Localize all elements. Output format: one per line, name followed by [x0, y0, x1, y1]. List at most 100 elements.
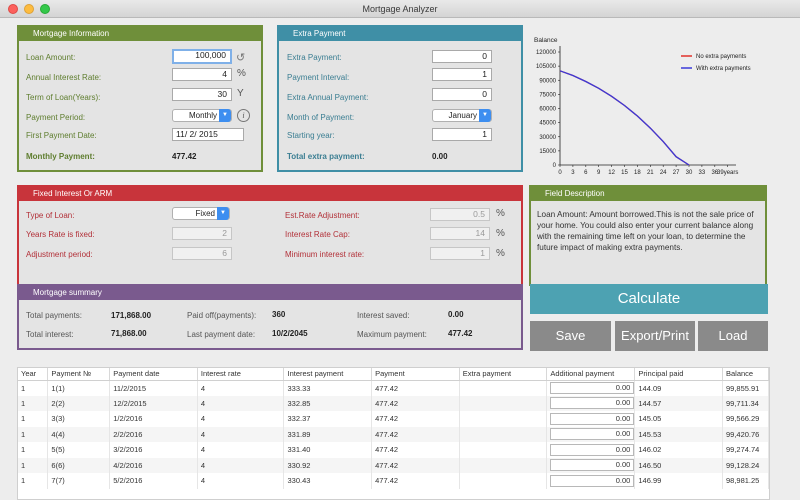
minimize-window-button[interactable]	[24, 4, 34, 14]
y-tick-label: 120000	[536, 50, 557, 56]
chevron-down-icon: ▼	[217, 207, 229, 220]
close-window-button[interactable]	[8, 4, 18, 14]
payment-interval-input[interactable]: 1	[432, 68, 492, 81]
table-cell: 0.00	[546, 395, 636, 411]
additional-payment-input[interactable]: 0.00	[550, 428, 635, 441]
term-label: Term of Loan(Years):	[26, 93, 101, 102]
table-cell: 144.09	[634, 380, 723, 396]
month-of-payment-select[interactable]: January ▼	[432, 109, 492, 122]
table-cell: 146.02	[634, 442, 723, 458]
interest-rate-cap-input[interactable]: 14	[430, 227, 490, 240]
interest-rate-input[interactable]: 4	[172, 68, 232, 81]
table-cell: 1	[18, 442, 49, 458]
additional-payment-input[interactable]: 0.00	[550, 382, 635, 394]
table-cell: 477.42	[371, 473, 460, 489]
x-tick-label: 12	[608, 170, 615, 176]
table-row[interactable]: 1 5(5) 3/2/2016 4 331.40 477.42 0.00 146.02 99,2…	[18, 442, 769, 458]
rate-percent-unit: %	[237, 68, 246, 79]
additional-payment-input[interactable]: 0.00	[550, 412, 635, 425]
interest-rate-label: Annual Interest Rate:	[26, 73, 102, 82]
table-cell: 146.99	[634, 473, 723, 489]
column-header[interactable]: Payment date	[109, 368, 198, 381]
starting-year-input[interactable]: 1	[432, 128, 492, 141]
term-input[interactable]: 30	[172, 88, 232, 101]
table-cell	[459, 442, 548, 458]
additional-payment-input[interactable]: 0.00	[550, 443, 635, 456]
table-cell: 333.33	[283, 380, 373, 396]
table-cell: 145.05	[634, 411, 723, 427]
minimum-interest-rate-input[interactable]: 1	[430, 247, 490, 260]
y-tick-label: 30000	[539, 135, 556, 141]
column-header[interactable]: Interest rate	[197, 368, 285, 381]
y-tick-label: 105000	[536, 64, 557, 70]
table-cell: 331.40	[283, 442, 373, 458]
interest-saved-label: Interest saved:	[357, 311, 410, 320]
column-header[interactable]: Principal paid	[634, 368, 723, 381]
column-header[interactable]: Additional payment	[546, 368, 636, 381]
column-header[interactable]: Balance	[722, 368, 769, 381]
table-row[interactable]: 1 1(1) 11/2/2015 4 333.33 477.42 0.00 144.09 99,…	[18, 380, 769, 396]
x-tick-label: 15	[621, 170, 628, 176]
table-cell: 12/2/2015	[109, 395, 198, 411]
table-cell: 11/2/2015	[109, 380, 198, 396]
mortgage-summary-panel: Mortgage summary	[17, 284, 523, 350]
table-cell: 477.42	[371, 411, 460, 427]
column-header[interactable]: Payment №	[47, 368, 111, 381]
maximize-window-button[interactable]	[40, 4, 50, 14]
table-row[interactable]: 1 2(2) 12/2/2015 4 332.85 477.42 0.00 144.57 99,…	[18, 395, 769, 411]
table-cell: 4	[197, 411, 285, 427]
additional-payment-input[interactable]: 0.00	[550, 474, 635, 487]
extra-payment-input[interactable]: 0	[432, 50, 492, 63]
column-header[interactable]: Payment	[371, 368, 460, 381]
table-cell: 1/2/2016	[109, 411, 198, 427]
chevron-down-icon: ▼	[219, 109, 231, 122]
info-icon[interactable]: i	[237, 109, 250, 122]
reset-icon[interactable]: ↺	[236, 52, 246, 64]
column-header[interactable]: Interest payment	[283, 368, 373, 381]
table-cell: 477.42	[371, 457, 460, 473]
table-row[interactable]: 1 3(3) 1/2/2016 4 332.37 477.42 0.00 145.05 99,5…	[18, 411, 769, 427]
additional-payment-input[interactable]: 0.00	[550, 397, 635, 410]
years-rate-fixed-input[interactable]: 2	[172, 227, 232, 240]
extra-annual-payment-input[interactable]: 0	[432, 88, 492, 101]
table-cell	[459, 473, 548, 489]
adjustment-period-input[interactable]: 6	[172, 247, 232, 260]
table-cell: 4	[197, 426, 285, 442]
loan-amount-input[interactable]: 100,000	[172, 49, 232, 64]
table-cell: 477.42	[371, 442, 460, 458]
first-payment-date-input[interactable]: 11/ 2/ 2015	[172, 128, 244, 141]
x-tick-label: 18	[634, 170, 641, 176]
est-rate-adjustment-label: Est.Rate Adjustment:	[285, 211, 360, 220]
table-row[interactable]: 1 4(4) 2/2/2016 4 331.89 477.42 0.00 145.53 99,4…	[18, 426, 769, 442]
payment-period-select[interactable]: Monthly ▼	[172, 109, 232, 122]
calculate-button[interactable]: Calculate	[530, 284, 768, 314]
additional-payment-input[interactable]: 0.00	[550, 459, 635, 472]
type-of-loan-select[interactable]: Fixed ▼	[172, 207, 230, 220]
paid-off-value: 360	[272, 310, 286, 319]
table-cell: 332.85	[283, 395, 373, 411]
column-header[interactable]: Year	[18, 368, 49, 381]
x-tick-label: 36	[711, 170, 718, 176]
x-tick-label: 9	[597, 170, 601, 176]
chevron-down-icon: ▼	[479, 109, 491, 122]
export-print-button[interactable]: Export/Print	[615, 321, 695, 351]
table-row[interactable]: 1 7(7) 5/2/2016 4 330.43 477.42 0.00 146.99 98,9…	[18, 473, 769, 489]
table-cell: 99,128.24	[722, 457, 769, 473]
est-rate-adjustment-input[interactable]: 0.5	[430, 208, 490, 221]
x-tick-label: 39years	[717, 170, 738, 176]
min-percent-unit: %	[496, 248, 505, 259]
table-cell	[459, 395, 548, 411]
table-cell: 3(3)	[47, 411, 111, 427]
table-cell: 0.00	[546, 411, 636, 427]
save-button[interactable]: Save	[530, 321, 611, 351]
load-button[interactable]: Load	[698, 321, 768, 351]
column-header[interactable]: Extra payment	[459, 368, 548, 381]
legend-label: No extra payments	[696, 54, 746, 60]
chart-series	[559, 70, 690, 166]
cap-percent-unit: %	[496, 228, 505, 239]
y-tick-label: 75000	[539, 92, 556, 98]
legend-label: With extra payments	[696, 66, 751, 72]
y-tick-label: 60000	[539, 107, 556, 113]
balance-chart: Balance 120000 105000 90000 75000 60000 45000 3…	[534, 37, 751, 176]
table-row[interactable]: 1 6(6) 4/2/2016 4 330.92 477.42 0.00 146.50 99,1…	[18, 457, 769, 473]
